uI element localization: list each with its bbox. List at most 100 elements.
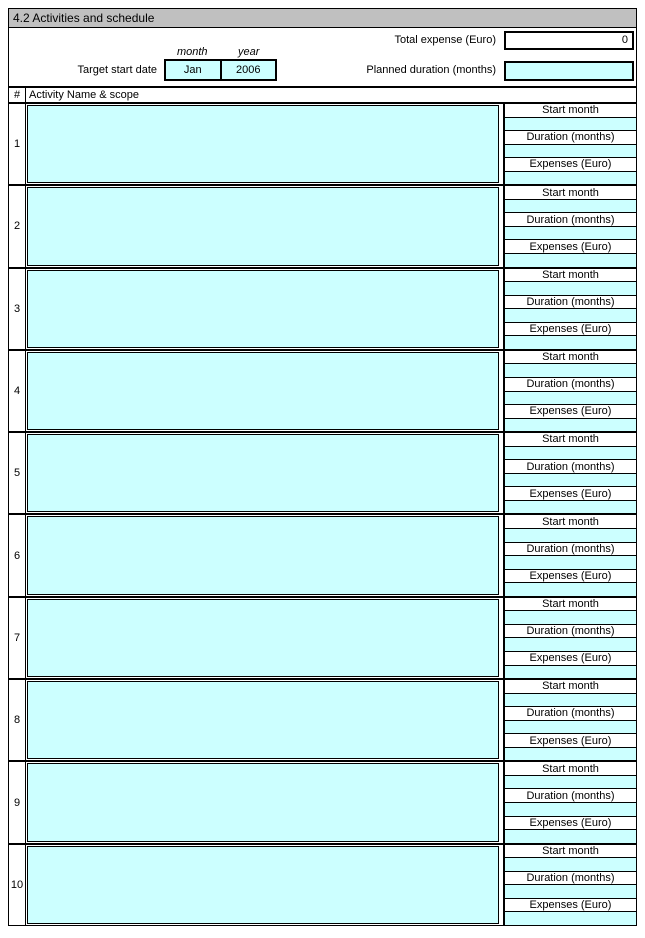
activity-row: 2 Start month Duration (months) Expenses… [9, 184, 636, 267]
duration-label: Duration (months) [505, 212, 636, 227]
activity-row: 4 Start month Duration (months) Expenses… [9, 348, 636, 432]
activity-row: 5 Start month Duration (months) Expenses… [9, 431, 636, 514]
start-month-input[interactable] [505, 611, 636, 624]
start-month-label: Start month [505, 268, 636, 283]
duration-input[interactable] [505, 391, 636, 405]
activity-name-input[interactable] [27, 681, 499, 760]
start-month-input[interactable] [505, 693, 636, 707]
start-month-input[interactable] [505, 199, 636, 213]
row-fields-column: Start month Duration (months) Expenses (… [503, 433, 636, 514]
duration-label: Duration (months) [505, 870, 636, 886]
month-label: month [176, 46, 208, 58]
start-month-label: Start month [505, 762, 636, 776]
expenses-label: Expenses (Euro) [505, 321, 636, 337]
row-number: 7 [9, 597, 26, 679]
start-month-label: Start month [505, 186, 636, 200]
total-expense-input[interactable]: 0 [504, 31, 634, 50]
duration-label: Duration (months) [505, 376, 636, 392]
row-number: 9 [9, 762, 26, 843]
planned-duration-label: Planned duration (months) [366, 64, 496, 76]
target-start-month-input[interactable]: Jan [166, 61, 222, 79]
expenses-input[interactable] [505, 418, 636, 432]
expenses-input[interactable] [505, 665, 636, 679]
duration-label: Duration (months) [505, 788, 636, 804]
expenses-label: Expenses (Euro) [505, 568, 636, 584]
row-fields-column: Start month Duration (months) Expenses (… [503, 268, 636, 349]
expenses-label: Expenses (Euro) [505, 815, 636, 831]
expenses-input[interactable] [505, 336, 636, 349]
activity-row: 9 Start month Duration (months) Expenses… [9, 760, 636, 843]
expenses-input[interactable] [505, 830, 636, 843]
expenses-label: Expenses (Euro) [505, 239, 636, 255]
start-month-input[interactable] [505, 117, 636, 131]
activity-name-input[interactable] [27, 516, 499, 595]
table-header-row: # Activity Name & scope [9, 86, 636, 102]
start-month-input[interactable] [505, 529, 636, 542]
row-number: 5 [9, 433, 26, 514]
expenses-label: Expenses (Euro) [505, 733, 636, 748]
row-number: 10 [9, 844, 26, 925]
start-month-label: Start month [505, 680, 636, 694]
expenses-input[interactable] [505, 254, 636, 267]
activity-name-input[interactable] [27, 845, 499, 924]
activity-row: 7 Start month Duration (months) Expenses… [9, 595, 636, 679]
duration-label: Duration (months) [505, 706, 636, 721]
activity-cell [26, 680, 503, 760]
activity-rows: 1 Start month Duration (months) Expenses… [9, 102, 636, 925]
start-month-input[interactable] [505, 775, 636, 789]
activity-row: 10 Start month Duration (months) Expense… [9, 842, 636, 925]
start-month-input[interactable] [505, 858, 636, 871]
start-month-input[interactable] [505, 282, 636, 295]
activity-name-input[interactable] [27, 351, 499, 431]
activity-cell [26, 269, 503, 349]
activity-name-input[interactable] [27, 763, 499, 842]
activity-row: 8 Start month Duration (months) Expenses… [9, 678, 636, 761]
duration-input[interactable] [505, 556, 636, 569]
duration-label: Duration (months) [505, 541, 636, 557]
row-fields-column: Start month Duration (months) Expenses (… [503, 844, 636, 925]
target-start-year-input[interactable]: 2006 [236, 64, 261, 76]
row-number: 4 [9, 350, 26, 432]
start-month-label: Start month [505, 104, 636, 118]
row-fields-column: Start month Duration (months) Expenses (… [503, 762, 636, 843]
duration-label: Duration (months) [505, 130, 636, 145]
duration-input[interactable] [505, 885, 636, 898]
expenses-input[interactable] [505, 171, 636, 185]
start-month-input[interactable] [505, 446, 636, 460]
activity-column-header: Activity Name & scope [29, 89, 140, 101]
row-number: 8 [9, 680, 26, 761]
expenses-input[interactable] [505, 500, 636, 514]
duration-input[interactable] [505, 144, 636, 158]
row-number: 2 [9, 186, 26, 267]
month-year-labels: month year [164, 46, 277, 58]
row-fields-column: Start month Duration (months) Expenses (… [503, 515, 636, 596]
expenses-label: Expenses (Euro) [505, 404, 636, 419]
planned-duration-input[interactable] [504, 61, 634, 81]
duration-input[interactable] [505, 638, 636, 651]
section-title: 4.2 Activities and schedule [9, 9, 636, 28]
start-month-label: Start month [505, 433, 636, 447]
activity-name-input[interactable] [27, 434, 499, 513]
duration-input[interactable] [505, 803, 636, 816]
activity-name-input[interactable] [27, 269, 499, 348]
activity-name-input[interactable] [27, 105, 499, 184]
activity-name-input[interactable] [27, 187, 499, 266]
row-fields-column: Start month Duration (months) Expenses (… [503, 186, 636, 267]
expenses-input[interactable] [505, 583, 636, 596]
expenses-label: Expenses (Euro) [505, 897, 636, 913]
row-fields-column: Start month Duration (months) Expenses (… [503, 104, 636, 185]
year-label: year [238, 46, 260, 58]
row-number: 1 [9, 104, 26, 185]
activity-cell [26, 845, 503, 925]
activity-cell [26, 351, 503, 431]
duration-input[interactable] [505, 309, 636, 322]
duration-input[interactable] [505, 226, 636, 240]
row-number: 3 [9, 268, 26, 349]
start-month-label: Start month [505, 515, 636, 530]
start-month-input[interactable] [505, 364, 636, 377]
duration-input[interactable] [505, 720, 636, 734]
activity-name-input[interactable] [27, 598, 499, 678]
expenses-input[interactable] [505, 912, 636, 925]
duration-input[interactable] [505, 473, 636, 487]
expenses-input[interactable] [505, 747, 636, 761]
